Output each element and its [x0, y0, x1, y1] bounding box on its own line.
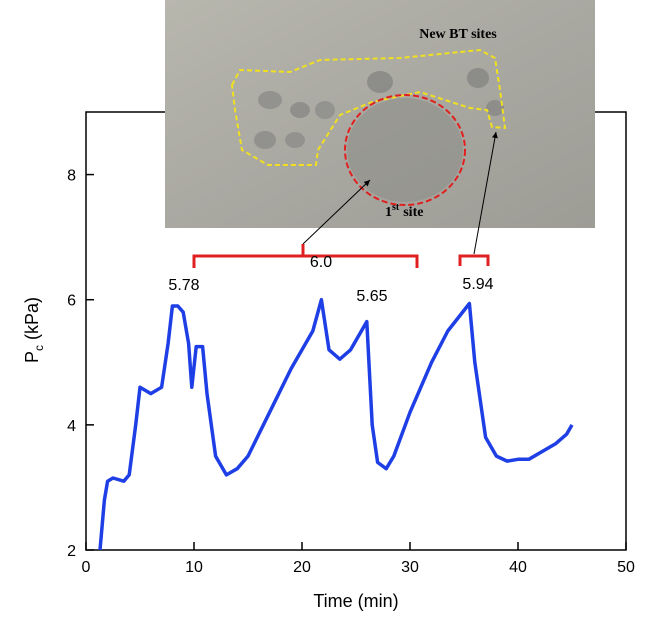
x-tick-label: 20 [293, 559, 311, 576]
inset-label: New BT sites [419, 27, 497, 42]
x-tick-label: 40 [509, 559, 527, 576]
inset-label: 1st site [385, 202, 423, 220]
x-tick-label: 50 [617, 559, 635, 576]
x-tick-label: 0 [82, 559, 91, 576]
x-axis-label: Time (min) [313, 591, 398, 611]
bracket [192, 254, 490, 268]
label-sup: st [392, 202, 400, 213]
y-tick-label: 4 [67, 418, 76, 435]
x-tick-label: 10 [185, 559, 203, 576]
label-part: site [403, 205, 423, 220]
spot [285, 132, 305, 148]
spot [315, 101, 335, 119]
y-tick-label: 2 [67, 543, 76, 560]
arrow [302, 179, 371, 245]
y-tick-label: 8 [67, 168, 76, 185]
annotation: 6.0 [310, 254, 332, 271]
label-part: 1 [385, 205, 392, 220]
label-part: (kPa) [22, 297, 42, 340]
spot [486, 100, 504, 116]
annotation: 5.65 [356, 288, 387, 305]
spot [367, 71, 393, 93]
annotation: 5.78 [168, 277, 199, 294]
data-line [98, 297, 574, 551]
new-sites-outline [230, 48, 507, 166]
y-axis-label: Pc (kPa) [22, 297, 46, 363]
arrow [473, 131, 498, 255]
annotation: 5.94 [462, 276, 493, 293]
inset-photo: New BT sites 1st site 5.78 6.0 5.65 5.94 [165, 0, 595, 305]
spot [347, 98, 463, 202]
bracket-tip [301, 244, 305, 256]
label-part: P [22, 351, 42, 363]
spot [467, 68, 489, 88]
y-tick-label: 6 [67, 293, 76, 310]
label-sub: c [32, 345, 46, 351]
first-site-outline [344, 94, 466, 206]
spot [258, 91, 282, 109]
spot [290, 102, 310, 118]
x-tick-label: 30 [401, 559, 419, 576]
spot [254, 131, 276, 149]
